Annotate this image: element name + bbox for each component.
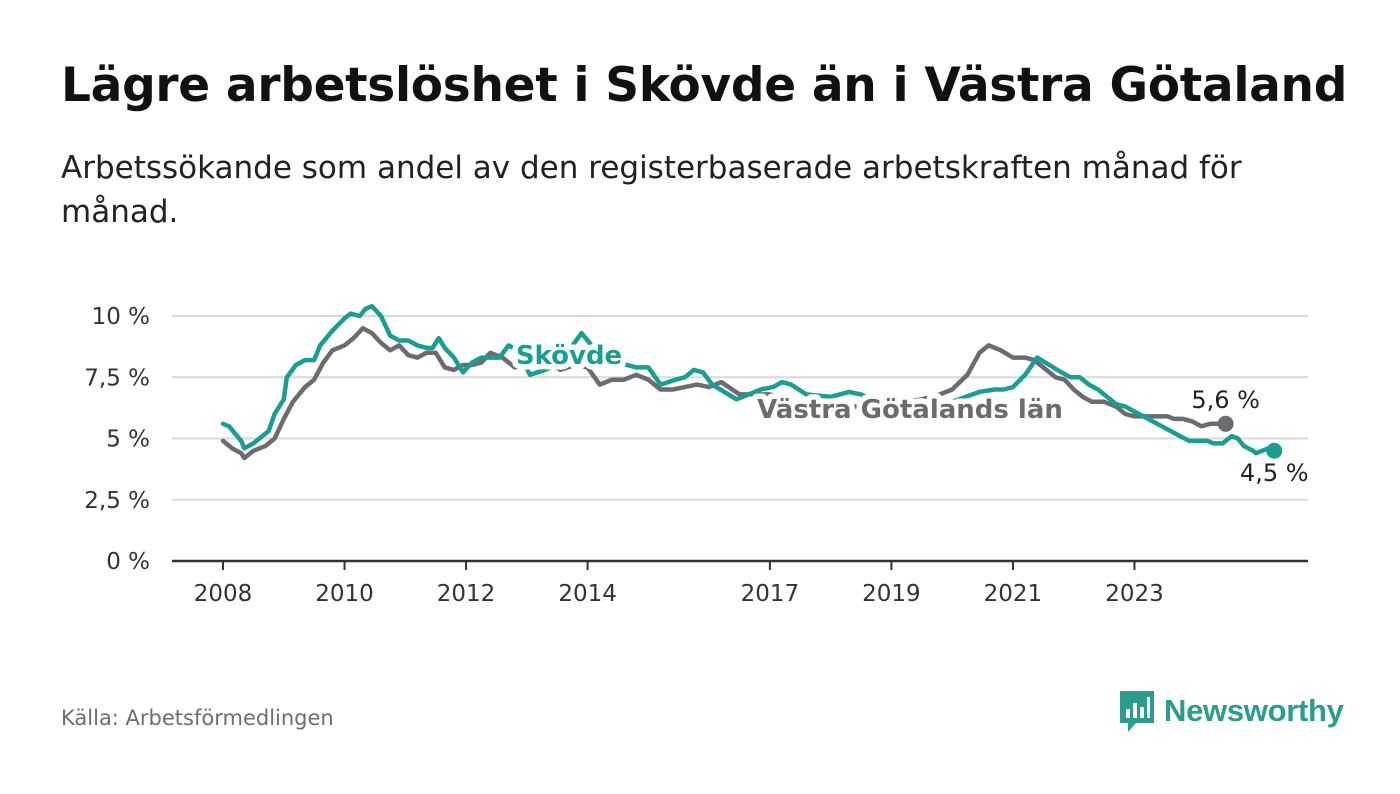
series-name-label-skovde: Skövde [516, 341, 622, 371]
end-value-label-vastra-gotaland: 5,6 % [1191, 386, 1260, 414]
x-axis-ticks: 2008 2010 2012 2014 2017 2019 2021 2023 [194, 561, 1164, 607]
series-labels: 5,6 % 4,5 % Skövde Västra Götalands län [510, 336, 1309, 487]
series-line-vastra-gotaland [220, 326, 1228, 461]
series-name-label-vastra-gotaland: Västra Götalands län [757, 395, 1063, 425]
x-tick-label: 2014 [558, 581, 617, 607]
end-value-label-skovde: 4,5 % [1240, 459, 1309, 487]
newsworthy-logo-icon [1120, 691, 1154, 732]
series-line-skovde [220, 303, 1277, 456]
x-tick-label: 2017 [741, 581, 800, 607]
x-tick-label: 2023 [1105, 581, 1164, 607]
series-lines [220, 303, 1283, 461]
y-tick-label: 10 % [92, 304, 150, 330]
chart-subtitle: Arbetssökande som andel av den registerb… [61, 150, 1242, 230]
x-tick-label: 2008 [194, 581, 253, 607]
end-marker-vastra-gotaland [1217, 415, 1234, 432]
grid-lines [172, 315, 1308, 563]
x-tick-label: 2019 [862, 581, 921, 607]
y-tick-label: 0 % [106, 549, 150, 575]
x-tick-label: 2010 [315, 581, 374, 607]
end-marker-skovde [1266, 442, 1283, 459]
x-tick-label: 2021 [984, 581, 1043, 607]
y-axis-ticks: 0 % 2,5 % 5 % 7,5 % 10 % [84, 304, 150, 575]
y-tick-label: 2,5 % [84, 488, 150, 514]
y-tick-label: 7,5 % [84, 365, 150, 391]
source-note: Källa: Arbetsförmedlingen [61, 706, 334, 730]
brand-logo: Newsworthy [1118, 689, 1344, 733]
x-tick-label: 2012 [437, 581, 496, 607]
y-tick-label: 5 % [106, 427, 150, 453]
chart-title: Lägre arbetslöshet i Skövde än i Västra … [61, 58, 1348, 113]
brand-name: Newsworthy [1164, 693, 1344, 728]
